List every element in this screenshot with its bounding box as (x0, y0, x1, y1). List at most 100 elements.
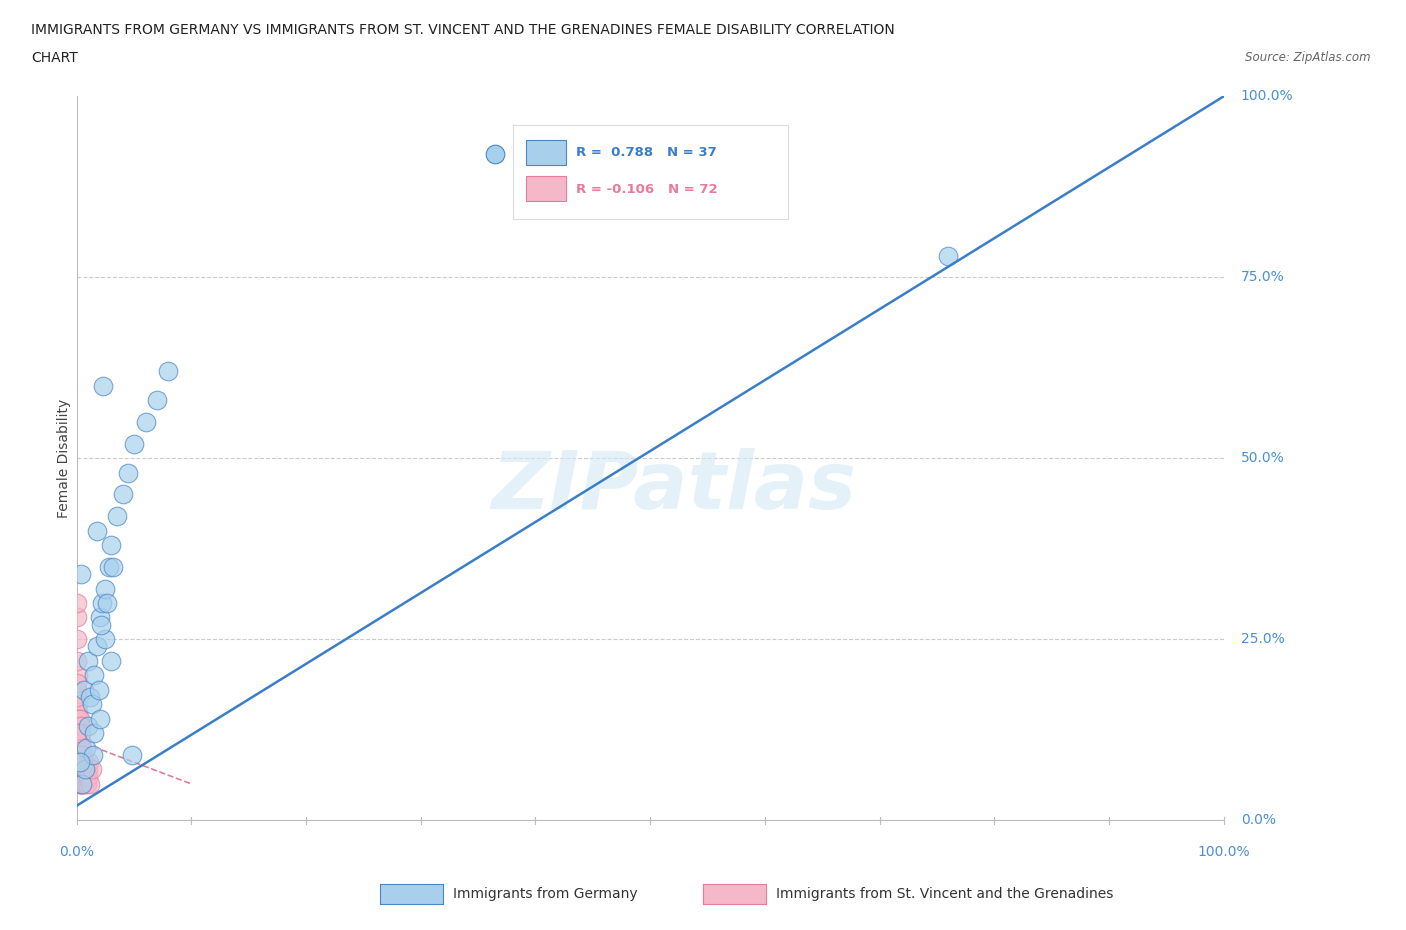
Point (96, 595, 118, 610)
Text: 75.0%: 75.0% (1241, 271, 1285, 285)
Text: 100.0%: 100.0% (1241, 89, 1294, 103)
Point (67, 725, 90, 740)
Point (76, 769, 98, 784)
Point (69, 740, 91, 755)
Point (67, 719, 90, 734)
Point (70, 719, 93, 734)
Point (69, 733, 91, 748)
Point (97, 559, 120, 574)
Point (75, 777, 97, 791)
Text: Immigrants from Germany: Immigrants from Germany (453, 886, 637, 901)
Point (70, 769, 93, 784)
Point (70, 777, 93, 791)
Point (100, 654, 122, 669)
Point (66, 755, 89, 770)
Point (75, 740, 97, 755)
Point (103, 559, 125, 574)
Point (72, 762, 94, 777)
Point (70, 740, 93, 755)
Point (67, 762, 90, 777)
Point (77, 719, 100, 734)
Point (122, 436, 145, 451)
Point (70, 748, 93, 763)
Point (73, 762, 96, 777)
Point (157, 364, 180, 379)
Text: 100.0%: 100.0% (1198, 845, 1250, 859)
Point (69, 711, 91, 726)
Point (117, 465, 139, 480)
Point (69, 777, 91, 791)
Point (70, 748, 93, 763)
Point (67, 704, 90, 719)
Point (66, 595, 89, 610)
Text: R =  0.788   N = 37: R = 0.788 N = 37 (575, 146, 717, 159)
Point (70, 755, 93, 770)
Point (70, 755, 93, 770)
Point (66, 711, 89, 726)
Point (77, 769, 100, 784)
Point (66, 631, 89, 646)
Point (69, 725, 91, 740)
Point (66, 668, 89, 683)
Y-axis label: Female Disability: Female Disability (58, 399, 72, 518)
Bar (526, 140, 567, 166)
Point (79, 690, 101, 705)
Point (70, 725, 93, 740)
Point (69, 755, 91, 770)
Point (67, 748, 90, 763)
Point (66, 654, 89, 669)
Point (67, 777, 90, 791)
Point (66, 769, 89, 784)
Bar (526, 176, 567, 201)
Point (69, 733, 91, 748)
Point (79, 755, 101, 770)
Point (73, 769, 96, 784)
Point (111, 487, 134, 502)
Text: 0.0%: 0.0% (59, 845, 94, 859)
Point (72, 769, 94, 784)
Point (80, 762, 103, 777)
Point (89, 610, 111, 625)
Point (89, 711, 111, 726)
Point (77, 654, 100, 669)
Point (86, 524, 108, 538)
Point (86, 639, 108, 654)
Point (69, 755, 91, 770)
Bar (513, 126, 787, 219)
Point (135, 415, 157, 430)
Point (72, 762, 94, 777)
Point (66, 725, 89, 740)
Point (79, 777, 101, 791)
Point (100, 538, 122, 552)
Text: 25.0%: 25.0% (1241, 632, 1285, 646)
Point (66, 690, 89, 705)
Point (72, 777, 94, 791)
Point (146, 393, 169, 408)
Point (70, 762, 93, 777)
Point (105, 509, 128, 524)
Point (72, 755, 94, 770)
Point (121, 748, 143, 763)
Point (94, 581, 117, 596)
Point (67, 755, 90, 770)
Point (94, 631, 117, 646)
Point (76, 762, 98, 777)
Point (69, 762, 91, 777)
Point (66, 755, 89, 770)
Point (69, 748, 91, 763)
Point (70, 740, 93, 755)
Point (87, 683, 110, 698)
Point (66, 711, 89, 726)
Point (72, 683, 94, 698)
Text: ZIPatlas: ZIPatlas (491, 448, 856, 526)
Point (69, 769, 91, 784)
Point (66, 610, 89, 625)
Point (83, 725, 105, 740)
Point (484, 147, 506, 162)
Point (66, 740, 89, 755)
Text: Immigrants from St. Vincent and the Grenadines: Immigrants from St. Vincent and the Gren… (776, 886, 1114, 901)
Point (76, 777, 98, 791)
Point (938, 248, 960, 263)
Text: 50.0%: 50.0% (1241, 451, 1285, 465)
Point (66, 697, 89, 711)
